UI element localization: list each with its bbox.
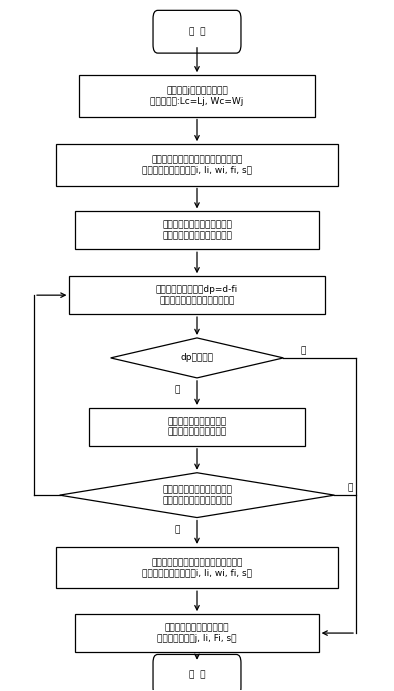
Text: 否: 否 <box>175 386 180 395</box>
Text: 根据排样板条优选规则以及原材料当前
尺寸挑选出排样板条（i, li, wi, fi, s）: 根据排样板条优选规则以及原材料当前 尺寸挑选出排样板条（i, li, wi, f… <box>142 558 252 577</box>
Text: 是: 是 <box>175 525 180 534</box>
Text: 令原材料当前尺寸等于原
材料剩余部分的尺寸约束: 令原材料当前尺寸等于原 材料剩余部分的尺寸约束 <box>167 417 227 437</box>
Text: 结  束: 结 束 <box>189 671 205 680</box>
Bar <box>75 614 319 652</box>
Bar <box>79 75 315 117</box>
Text: 根据排样板条优选规则和原材料当前尺
寸确定第一排样板条（i, li, wi, fi, s）: 根据排样板条优选规则和原材料当前尺 寸确定第一排样板条（i, li, wi, f… <box>142 155 252 175</box>
Text: 开  始: 开 始 <box>189 27 205 36</box>
Polygon shape <box>59 473 335 518</box>
Text: 获得由排样板条组合而成的
一种临时排样（j, Ii, Fi, s）: 获得由排样板条组合而成的 一种临时排样（j, Ii, Fi, s） <box>157 623 237 643</box>
Text: 根据第一排样板条的排列方向
确定后续排样板条的排样方向: 根据第一排样板条的排列方向 确定后续排样板条的排样方向 <box>162 220 232 240</box>
Text: 是: 是 <box>300 346 306 355</box>
Bar <box>69 276 325 314</box>
Bar <box>75 211 319 249</box>
FancyBboxPatch shape <box>153 10 241 53</box>
Text: 计算剩余零件需求量dp=d-fi
计算原材料剩余部分的尺寸约束: 计算剩余零件需求量dp=d-fi 计算原材料剩余部分的尺寸约束 <box>156 285 238 305</box>
FancyBboxPatch shape <box>153 654 241 691</box>
Bar <box>56 547 338 588</box>
Text: 初始化第j种原材料的原材
料当前尺寸:Lc=Lj, Wc=Wj: 初始化第j种原材料的原材 料当前尺寸:Lc=Lj, Wc=Wj <box>151 86 243 106</box>
Bar <box>56 144 338 185</box>
Text: dp是否为零: dp是否为零 <box>180 353 214 362</box>
Bar <box>89 408 305 446</box>
Polygon shape <box>111 338 283 378</box>
Text: 否: 否 <box>348 484 353 493</box>
Text: 判断是否存在能够在原材料当
前尺寸上进行排样的矩形零件: 判断是否存在能够在原材料当 前尺寸上进行排样的矩形零件 <box>162 486 232 505</box>
